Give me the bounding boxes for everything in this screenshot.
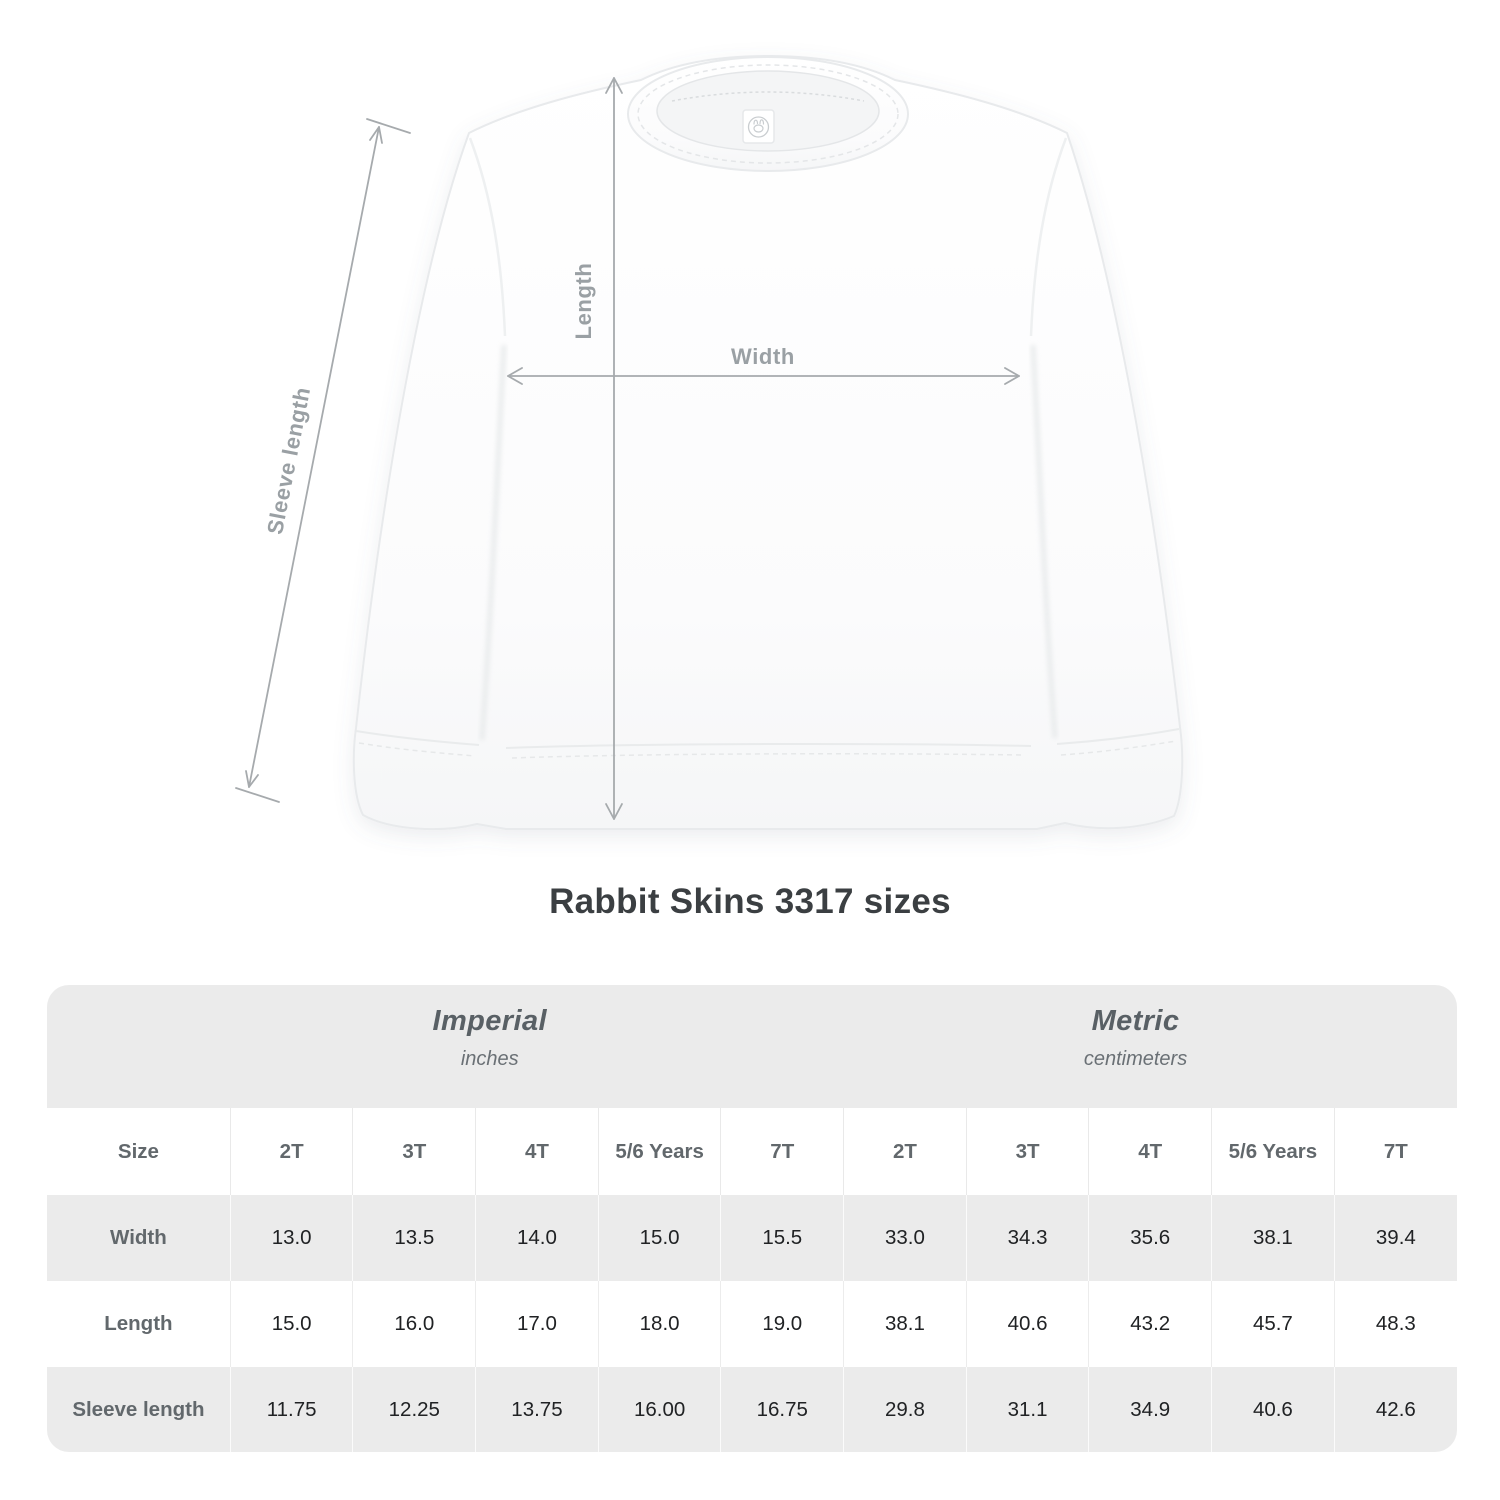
size-value-cell: 38.1 xyxy=(843,1281,967,1367)
size-value-cell: 39.4 xyxy=(1333,1195,1457,1281)
unit-header-band: Imperial inches Metric centimeters xyxy=(47,985,1457,1108)
rabbit-face-icon xyxy=(753,124,764,133)
measurement-diagram: Sleeve length Length Width xyxy=(235,55,1184,831)
size-value-cell: 40.6 xyxy=(1211,1367,1335,1452)
size-value-cell: 42.6 xyxy=(1333,1367,1457,1452)
armhole-seam-right xyxy=(1029,137,1068,337)
size-corner-header: Size xyxy=(117,1139,159,1163)
size-value-cell: 18.0 xyxy=(597,1281,721,1367)
metric-sublabel: centimeters xyxy=(1083,1048,1188,1070)
size-value-cell: 16.75 xyxy=(720,1367,844,1452)
size-value-cell: 17.0 xyxy=(475,1281,599,1367)
size-value-cell: 34.3 xyxy=(965,1195,1089,1281)
row-label: Width xyxy=(110,1226,167,1249)
imperial-label: Imperial xyxy=(432,1005,547,1037)
size-value-cell: 19.0 xyxy=(720,1281,844,1367)
size-value-cell: 15.0 xyxy=(597,1195,721,1281)
size-value-cell: 33.0 xyxy=(843,1195,967,1281)
size-value-cell: 13.0 xyxy=(229,1195,353,1281)
length-label: Length xyxy=(571,263,596,340)
sleeve-body-crease-left xyxy=(479,344,507,741)
size-value-cell: 16.00 xyxy=(597,1367,721,1452)
width-arrow xyxy=(507,367,1020,385)
imperial-sublabel: inches xyxy=(460,1048,519,1070)
size-value-cell: 38.1 xyxy=(1211,1195,1335,1281)
sleeve-length-arrow xyxy=(235,118,411,803)
size-value-cell: 34.9 xyxy=(1088,1367,1212,1452)
size-value-cell: 15.5 xyxy=(720,1195,844,1281)
size-value-cell: 40.6 xyxy=(965,1281,1089,1367)
back-neck-stitching xyxy=(671,91,865,102)
sweatshirt-body xyxy=(352,55,1184,831)
size-value-cell: 31.1 xyxy=(965,1367,1089,1452)
sleeve-arrow-tick-top xyxy=(366,118,411,134)
size-value-cell: 14.0 xyxy=(475,1195,599,1281)
page-title: Rabbit Skins 3317 sizes xyxy=(549,882,951,921)
sleeve-arrow-tick-bottom xyxy=(235,787,280,803)
size-value-cell: 13.75 xyxy=(475,1367,599,1452)
sleeve-body-crease-right xyxy=(1030,344,1058,739)
column-header: 5/6 Years xyxy=(1211,1108,1335,1195)
row-label: Length xyxy=(104,1312,173,1335)
rabbit-ears-icon xyxy=(753,119,765,125)
width-label: Width xyxy=(731,344,795,369)
column-header: 2T xyxy=(843,1108,967,1195)
metric-label: Metric xyxy=(1091,1005,1180,1037)
dimension-arrows xyxy=(235,77,1020,820)
hem-band-stitching xyxy=(511,753,1025,759)
table-row: Width 13.0 13.5 14.0 15.0 15.5 33.0 34.3 35.6 38.… xyxy=(47,1195,1457,1281)
column-header: 3T xyxy=(965,1108,1089,1195)
size-value-cell: 16.0 xyxy=(352,1281,476,1367)
length-arrow xyxy=(605,77,623,820)
size-value-cell: 45.7 xyxy=(1211,1281,1335,1367)
size-value-cell: 29.8 xyxy=(843,1367,967,1452)
size-value-cell: 15.0 xyxy=(229,1281,353,1367)
size-value-cell: 48.3 xyxy=(1333,1281,1457,1367)
cuff-seam-left xyxy=(355,730,480,746)
table-row: Sleeve length 11.75 12.25 13.75 16.00 16.75 29… xyxy=(47,1367,1457,1452)
cuff-seam-right xyxy=(1056,728,1180,745)
sleeve-length-label: Sleeve length xyxy=(262,385,315,537)
cuff-stitching-left xyxy=(358,742,476,757)
collar-stitching xyxy=(637,64,899,164)
column-header: 4T xyxy=(1088,1108,1212,1195)
column-header: 5/6 Years xyxy=(597,1108,721,1195)
column-header: 7T xyxy=(1333,1108,1457,1195)
size-value-cell: 11.75 xyxy=(229,1367,353,1452)
unit-group-metric: Metric centimeters xyxy=(1084,1005,1187,1071)
size-value-cell: 13.5 xyxy=(352,1195,476,1281)
table-row: Length 15.0 16.0 17.0 18.0 19.0 38.1 40.6 43.2 45… xyxy=(47,1281,1457,1367)
brand-tag xyxy=(742,109,775,144)
row-label: Sleeve length xyxy=(72,1398,205,1421)
column-header: 3T xyxy=(352,1108,476,1195)
brand-logo-icon xyxy=(747,116,770,138)
column-header: 2T xyxy=(229,1108,353,1195)
size-value-cell: 43.2 xyxy=(1088,1281,1212,1367)
column-header-row: Size 2T 3T 4T 5/6 Years 7T 2T 3T 4T 5/6 Years 7T xyxy=(47,1108,1457,1195)
column-header: 7T xyxy=(720,1108,844,1195)
sweatshirt-illustration xyxy=(352,55,1184,831)
size-table-body: Width 13.0 13.5 14.0 15.0 15.5 33.0 34.3 35.6 38.… xyxy=(47,1195,1457,1452)
hem-band-seam xyxy=(505,742,1032,749)
armhole-seam-left xyxy=(468,137,507,337)
size-value-cell: 35.6 xyxy=(1088,1195,1212,1281)
unit-group-imperial: Imperial inches xyxy=(433,1005,547,1071)
size-table: Size 2T 3T 4T 5/6 Years 7T 2T 3T 4T 5/6 Years 7T … xyxy=(47,1108,1457,1452)
size-table-card: Imperial inches Metric centimeters Size … xyxy=(47,985,1457,1452)
column-header: 4T xyxy=(475,1108,599,1195)
cuff-stitching-right xyxy=(1060,740,1177,756)
size-value-cell: 12.25 xyxy=(352,1367,476,1452)
